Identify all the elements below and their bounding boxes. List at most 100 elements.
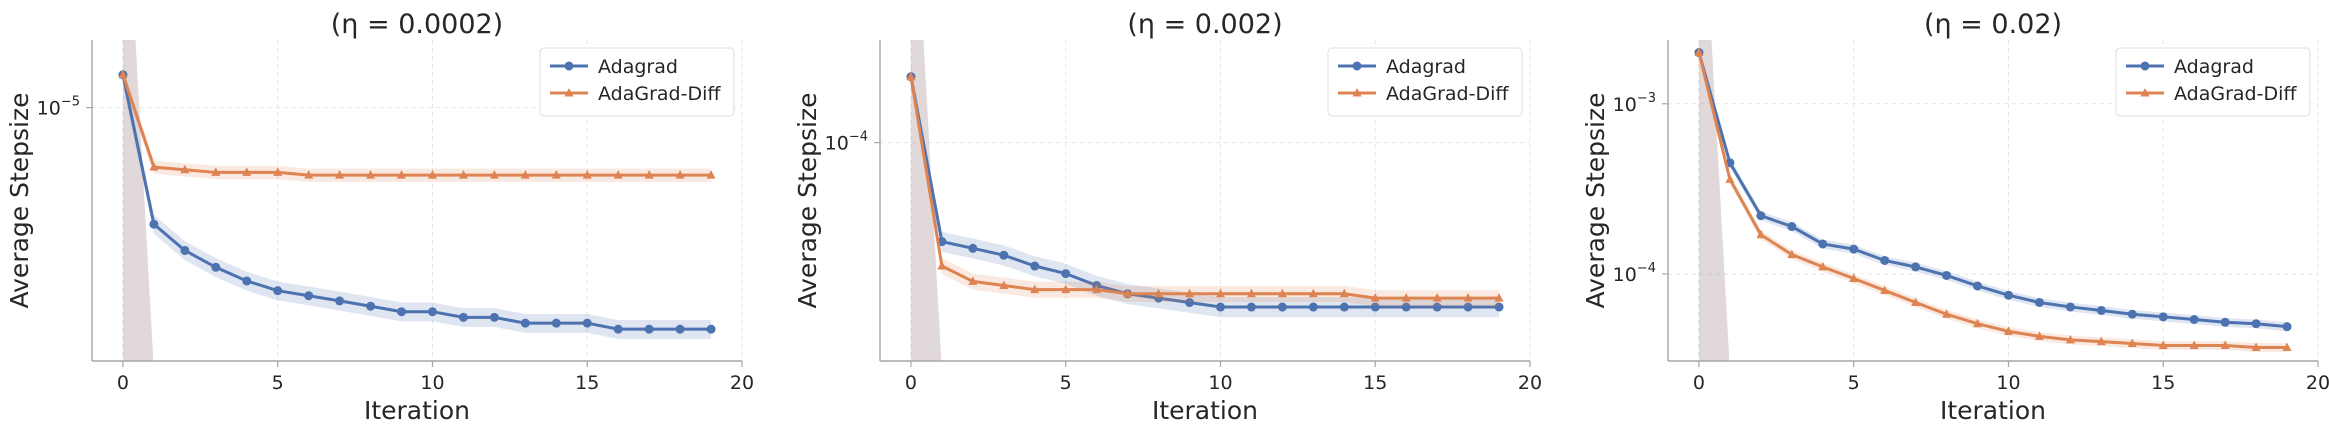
point-adagrad — [1494, 302, 1504, 312]
chart-title: (η = 0.0002) — [331, 9, 503, 40]
point-adagrad — [335, 296, 345, 306]
point-adagrad — [1277, 302, 1287, 312]
point-adagrad-diff — [1154, 288, 1164, 298]
point-adagrad-diff — [1185, 288, 1195, 298]
point-adagrad-diff — [1339, 288, 1349, 298]
legend-marker-adagrad-diff — [564, 88, 574, 97]
y-tick-label: 10−5 — [37, 95, 80, 120]
point-adagrad-diff — [1432, 293, 1442, 302]
x-tick-label: 20 — [1518, 372, 1542, 394]
point-adagrad — [1756, 211, 1766, 221]
point-adagrad — [2158, 312, 2168, 322]
point-adagrad — [1787, 222, 1797, 232]
legend: Adagrad AdaGrad-Diff — [1327, 47, 1523, 117]
point-adagrad-diff — [242, 167, 252, 176]
y-tick-label: 10−4 — [825, 130, 868, 155]
point-adagrad-diff — [1725, 174, 1735, 183]
point-adagrad-diff — [458, 170, 468, 179]
initial-variance-band — [1698, 40, 1730, 361]
point-adagrad-diff — [1092, 284, 1102, 294]
point-adagrad-diff — [1942, 309, 1952, 318]
x-tick-label: 5 — [1848, 372, 1860, 394]
point-adagrad — [968, 243, 978, 253]
point-adagrad-diff — [1756, 229, 1766, 239]
point-adagrad-diff — [427, 170, 437, 179]
legend-box — [539, 47, 735, 117]
y-tick-base: 10 — [1613, 264, 1637, 286]
point-adagrad — [149, 219, 159, 229]
series-line-adagrad — [1697, 52, 2288, 329]
point-adagrad-diff — [1849, 273, 1859, 283]
point-adagrad — [1432, 302, 1442, 312]
point-adagrad — [242, 276, 252, 286]
point-adagrad-diff — [149, 162, 159, 171]
point-adagrad — [1215, 302, 1225, 312]
point-adagrad-diff — [304, 170, 314, 179]
point-adagrad-diff — [118, 69, 128, 79]
legend: Adagrad AdaGrad-Diff — [2115, 47, 2311, 117]
y-tick-base: 10 — [1613, 94, 1637, 116]
legend-marker-adagrad — [1352, 61, 1362, 71]
x-tick-label: 15 — [2151, 372, 2175, 394]
point-adagrad-diff — [2189, 340, 2199, 349]
initial-variance-band — [910, 40, 942, 361]
point-adagrad-diff — [906, 71, 916, 81]
point-adagrad-diff — [613, 170, 623, 179]
point-adagrad — [1061, 269, 1071, 279]
point-adagrad — [1185, 298, 1195, 308]
point-adagrad-diff — [1973, 318, 1983, 328]
y-tick-base: 10 — [825, 133, 849, 155]
x-tick-label: 20 — [2306, 372, 2329, 394]
legend-label-adagrad-diff: AdaGrad-Diff — [598, 83, 721, 105]
point-adagrad — [644, 324, 654, 334]
x-tick-label: 0 — [117, 372, 129, 394]
legend-marker-adagrad-diff — [2140, 88, 2150, 97]
point-adagrad-diff — [706, 170, 716, 179]
point-adagrad — [1246, 302, 1256, 312]
x-tick-label: 15 — [1363, 372, 1387, 394]
x-tick-label: 10 — [1996, 372, 2020, 394]
y-tick-label: 10−4 — [1613, 261, 1656, 286]
point-adagrad — [675, 324, 685, 334]
point-adagrad — [180, 245, 190, 255]
point-adagrad — [2282, 322, 2292, 332]
point-adagrad — [1880, 255, 1890, 265]
point-adagrad — [1370, 302, 1380, 312]
point-adagrad-diff — [180, 164, 190, 174]
y-tick-exponent: −4 — [1637, 261, 1656, 276]
point-adagrad-diff — [520, 170, 530, 179]
chart-title: (η = 0.02) — [1924, 9, 2062, 40]
y-axis-label: Average Stepsize — [5, 92, 34, 308]
point-adagrad-diff — [675, 170, 685, 179]
series-line-adagrad-diff — [1697, 52, 2288, 349]
point-adagrad — [1911, 262, 1921, 272]
x-tick-label: 20 — [730, 372, 754, 394]
point-adagrad-diff — [366, 170, 376, 179]
point-adagrad-diff — [1494, 293, 1504, 302]
point-adagrad-diff — [335, 170, 345, 179]
point-adagrad-diff — [1370, 293, 1380, 302]
legend-label-adagrad: Adagrad — [1386, 56, 1466, 78]
legend: Adagrad AdaGrad-Diff — [539, 47, 735, 117]
point-adagrad — [366, 301, 376, 311]
legend-box — [1327, 47, 1523, 117]
x-tick-label: 15 — [575, 372, 599, 394]
point-adagrad — [2065, 302, 2075, 312]
legend-label-adagrad: Adagrad — [2174, 56, 2254, 78]
x-tick-label: 0 — [1693, 372, 1705, 394]
x-tick-label: 10 — [420, 372, 444, 394]
point-adagrad — [2034, 297, 2044, 307]
point-adagrad-diff — [582, 170, 592, 179]
point-adagrad — [1030, 261, 1040, 271]
y-tick-base: 10 — [37, 98, 61, 120]
x-tick-label: 10 — [1208, 372, 1232, 394]
point-adagrad — [1401, 302, 1411, 312]
point-adagrad-diff — [999, 280, 1009, 289]
plot-area — [906, 40, 1504, 361]
point-adagrad-diff — [1030, 284, 1040, 294]
point-adagrad-diff — [1911, 297, 1921, 306]
point-adagrad-diff — [397, 170, 407, 179]
point-adagrad-diff — [1694, 47, 1704, 57]
